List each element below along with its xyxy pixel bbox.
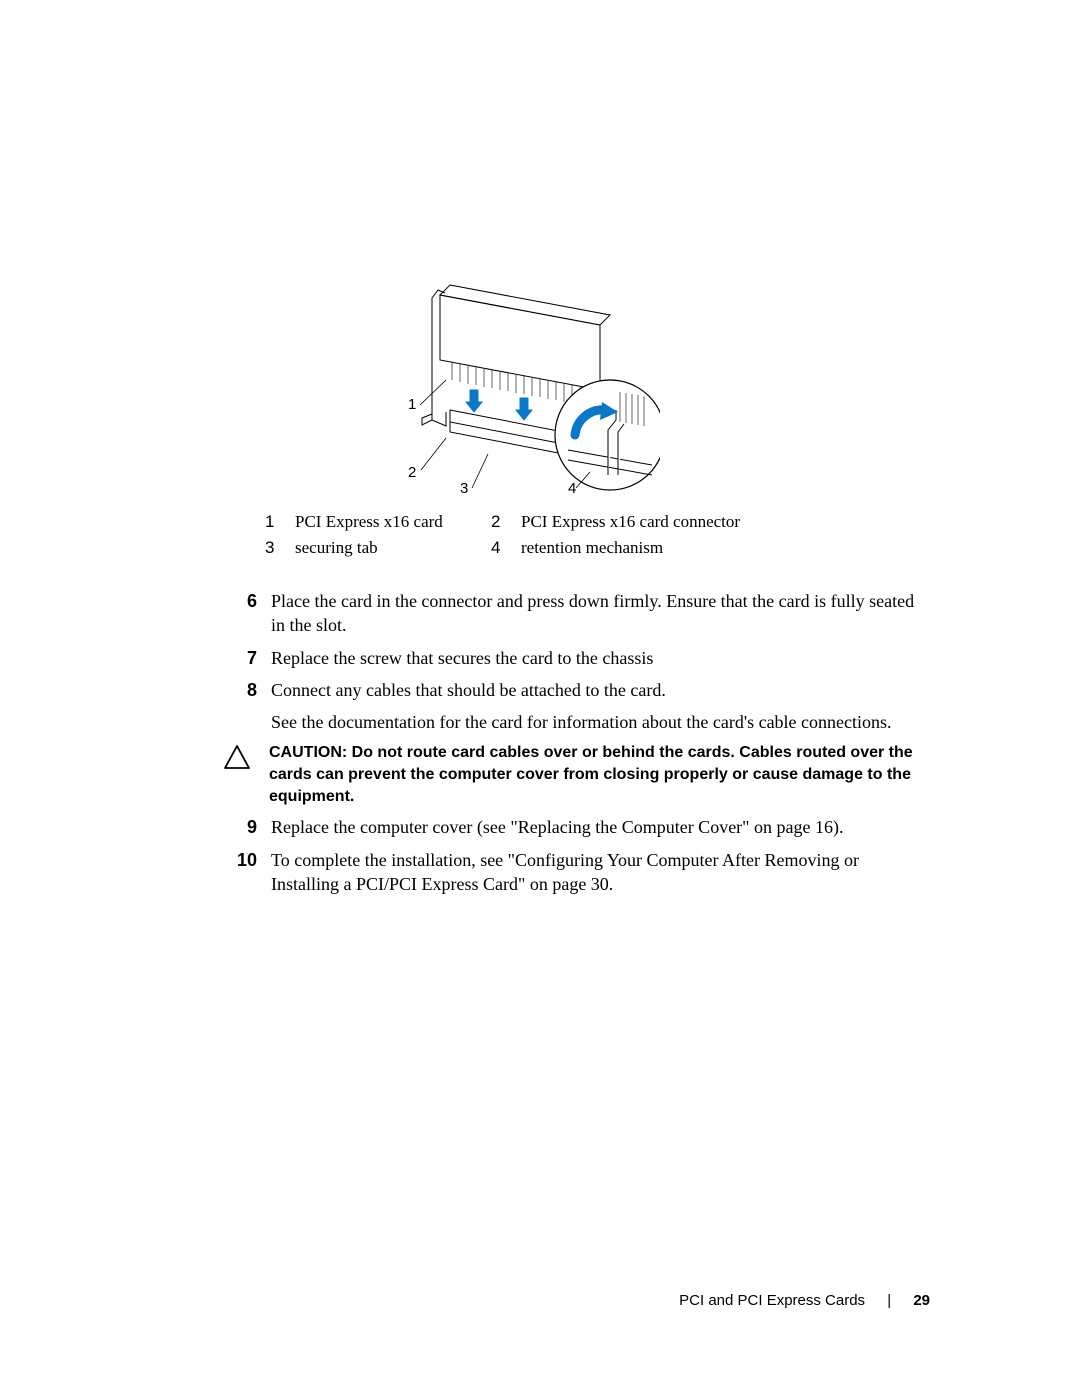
step: 10 To complete the installation, see "Co… [225,848,930,897]
legend-num: 1 [265,509,295,535]
diagram-callout-2: 2 [408,464,416,481]
legend-label: PCI Express x16 card connector [521,509,767,535]
footer-page-number: 29 [913,1292,930,1309]
legend-label: retention mechanism [521,535,767,561]
step-text: Replace the screw that secures the card … [271,646,930,670]
legend-num: 3 [265,535,295,561]
diagram-callout-4: 4 [568,480,576,497]
diagram-callout-1: 1 [408,396,416,413]
step-continuation: See the documentation for the card for i… [271,710,930,734]
instruction-steps: 6 Place the card in the connector and pr… [225,589,930,896]
legend-num: 2 [491,509,521,535]
step-number: 9 [225,815,271,839]
caution-label: CAUTION: [269,744,352,761]
step-text: Connect any cables that should be attach… [271,678,930,702]
caution-block: CAUTION: Do not route card cables over o… [223,742,930,807]
step-text: Replace the computer cover (see "Replaci… [271,815,930,839]
legend-num: 4 [491,535,521,561]
step-text: To complete the installation, see "Confi… [271,848,930,897]
step: 8 Connect any cables that should be atta… [225,678,930,702]
pci-card-diagram: 1 2 3 4 [320,270,660,495]
legend-label: securing tab [295,535,491,561]
triangle-caution-icon [223,742,269,807]
footer-separator: | [887,1292,891,1309]
diagram-legend: 1 PCI Express x16 card 2 PCI Express x16… [265,509,767,561]
step: 7 Replace the screw that secures the car… [225,646,930,670]
step-number: 10 [225,848,271,897]
step-number: 8 [225,678,271,702]
step-number: 6 [225,589,271,638]
step-text: Place the card in the connector and pres… [271,589,930,638]
legend-label: PCI Express x16 card [295,509,491,535]
page-footer: PCI and PCI Express Cards | 29 [679,1292,930,1309]
step: 6 Place the card in the connector and pr… [225,589,930,638]
caution-text: CAUTION: Do not route card cables over o… [269,742,930,807]
step-number: 7 [225,646,271,670]
diagram-callout-3: 3 [460,480,468,497]
page: 1 2 3 4 1 PCI Express x16 card 2 PCI Exp… [0,0,1080,1397]
footer-section-title: PCI and PCI Express Cards [679,1292,865,1309]
caution-body: Do not route card cables over or behind … [269,744,913,804]
step: 9 Replace the computer cover (see "Repla… [225,815,930,839]
